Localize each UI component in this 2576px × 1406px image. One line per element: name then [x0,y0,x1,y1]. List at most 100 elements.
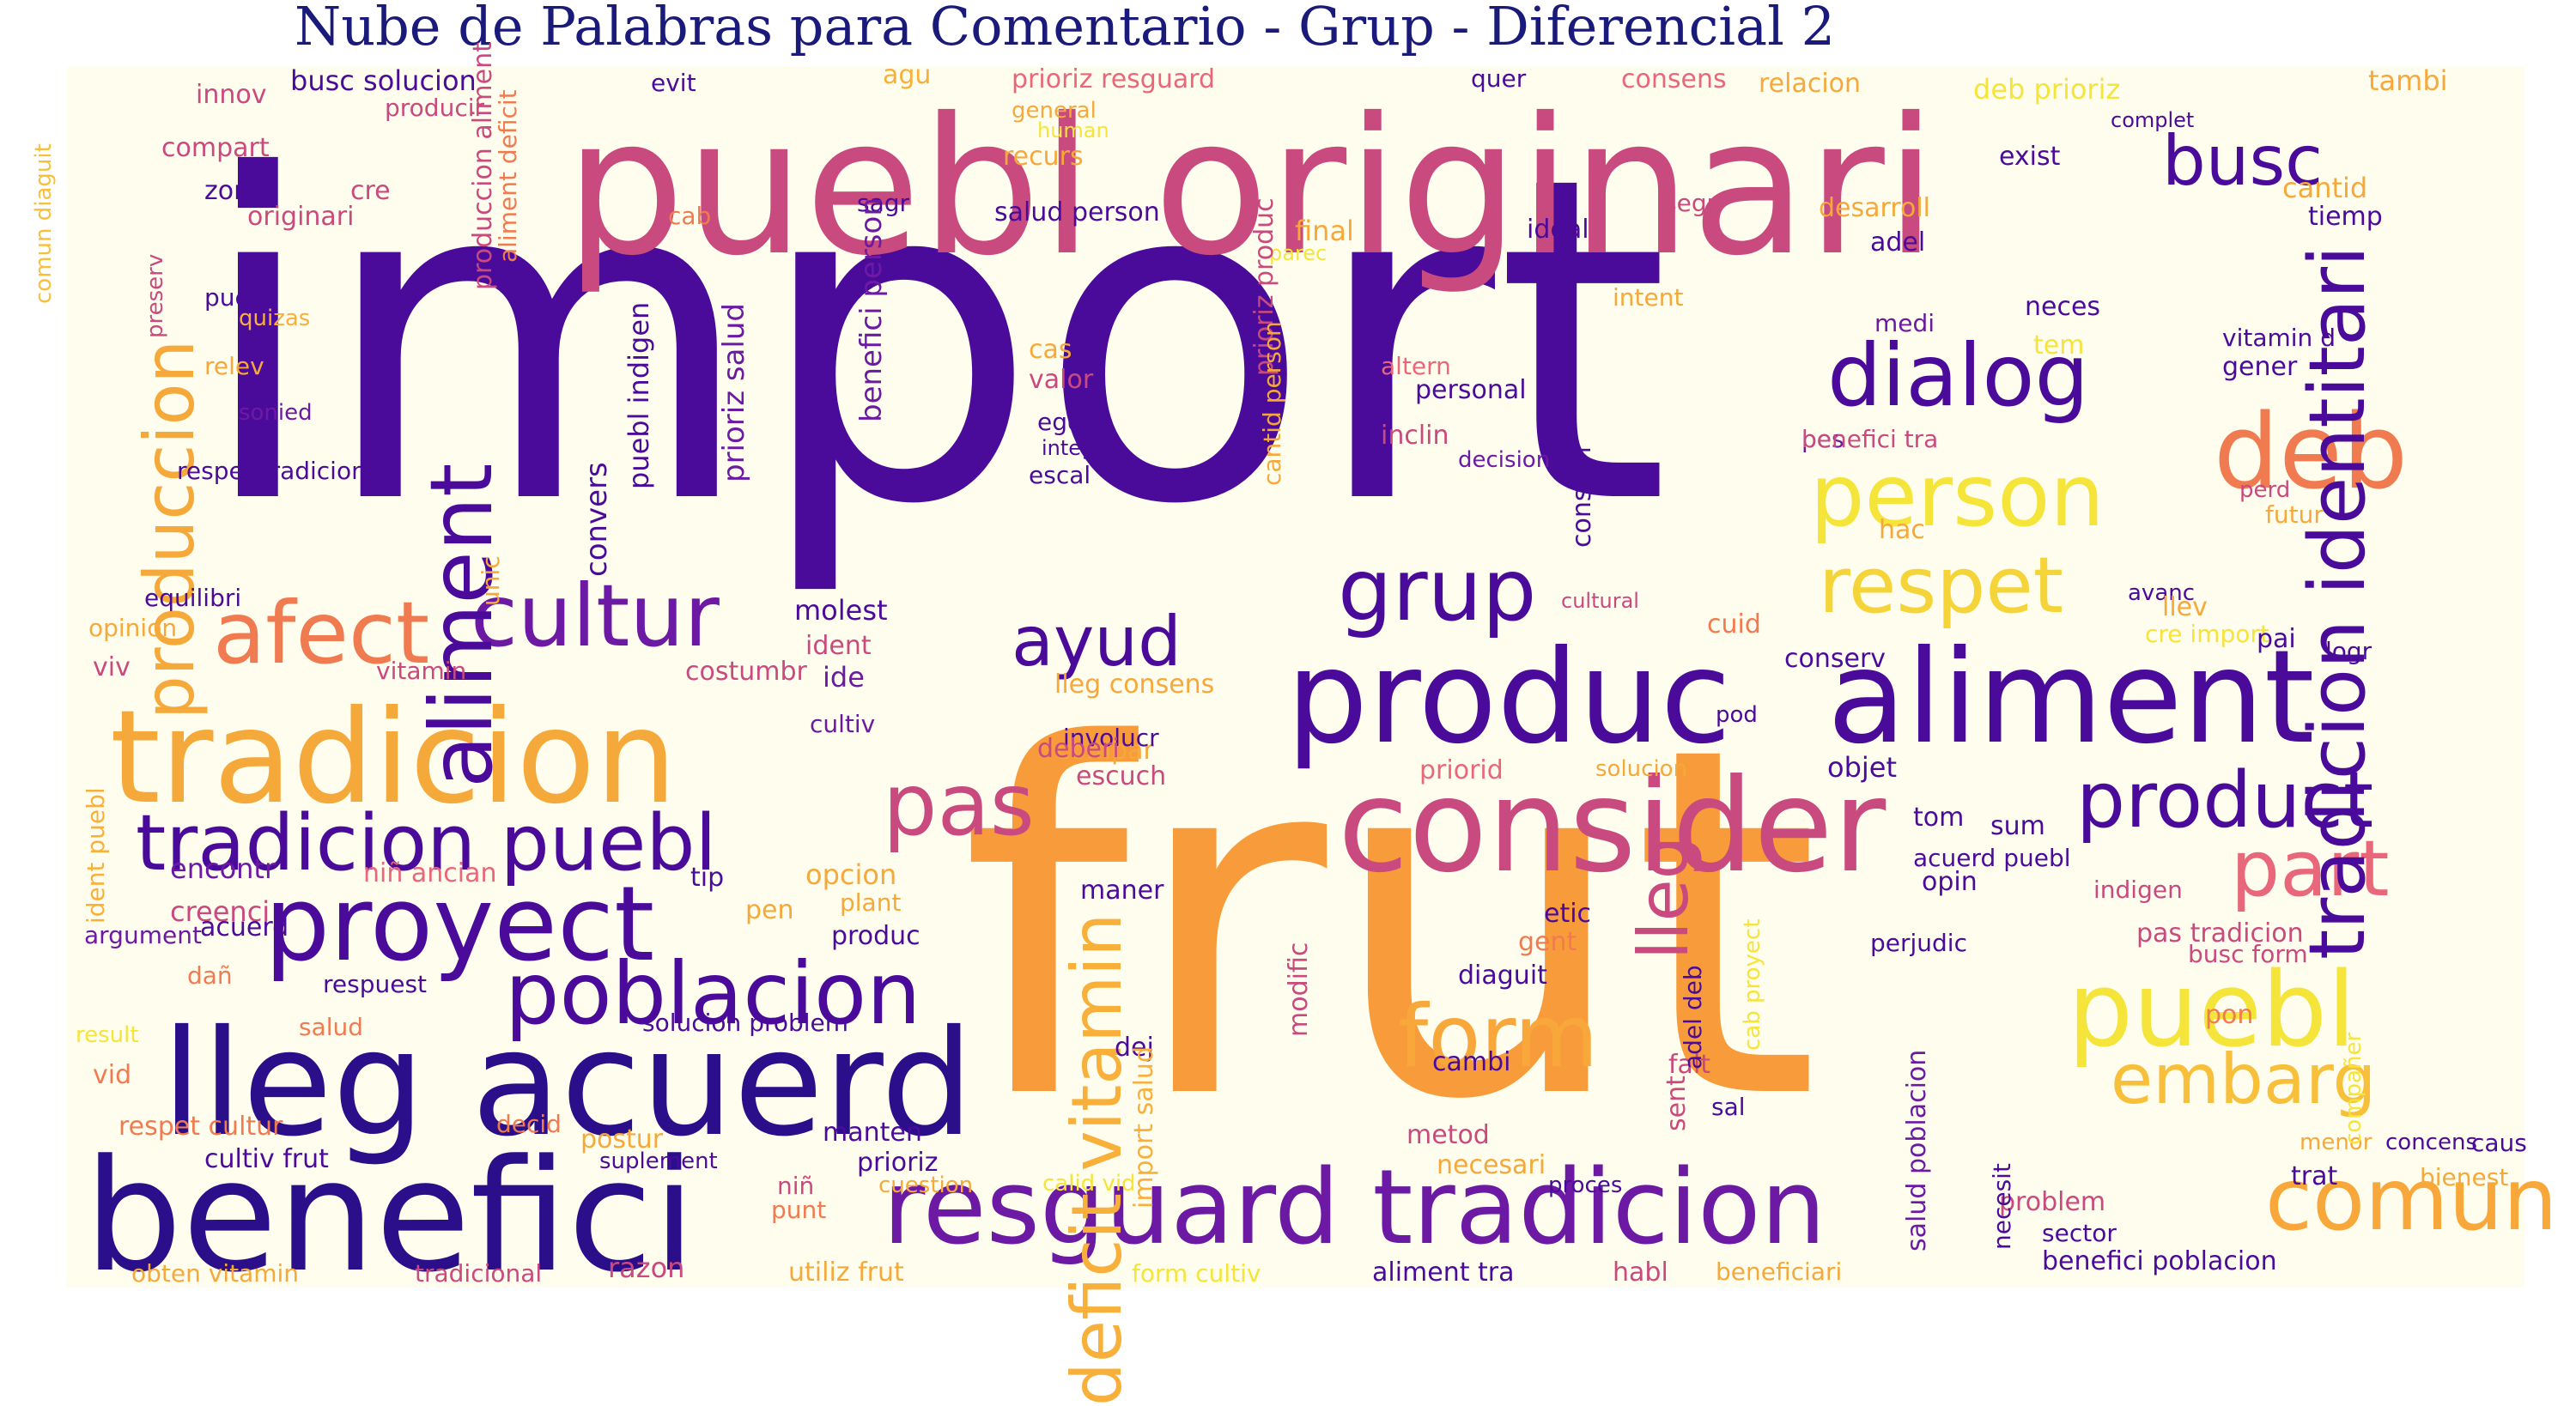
word-72: tem [2033,330,2085,361]
word-57: segu [1664,189,1722,217]
word-109: pod [1716,702,1758,728]
word-82: integr [1042,436,1103,460]
word-69: puest [204,283,272,312]
word-147: dej [1115,1033,1154,1063]
word-47: general [1012,98,1097,124]
word-161: cultiv frut [204,1144,329,1174]
word-101: logr [2325,637,2372,665]
word-107: lleg consens [1054,670,1215,700]
word-138: pas tradicion [2136,918,2304,948]
word-143: solucion problem [642,1009,849,1037]
word-122: encontr [170,852,276,885]
word-189: prioriz salud [717,302,751,482]
word-19: person [1810,445,2105,546]
word-121: acuerd puebl [1913,844,2071,872]
word-75: cas [1029,335,1072,365]
word-58: desarroll [1819,193,1931,223]
word-126: maner [1080,876,1164,906]
word-39: prioriz resguard [1012,64,1216,94]
word-158: concens [2385,1130,2477,1155]
word-28: comun [2265,1149,2558,1250]
word-49: complet [2111,108,2195,132]
word-178: aliment tra [1372,1258,1515,1288]
word-149: falt [1668,1050,1711,1080]
word-64: adel [1870,227,1926,258]
word-73: vitamin d [2222,324,2336,352]
word-34: lleg [1624,835,1704,960]
word-130: plant [840,888,902,917]
word-183: preserv [143,253,168,338]
word-106: ide [823,661,865,694]
word-175: razon [608,1251,685,1284]
word-139: busc form [2188,940,2308,968]
word-94: avanc [2128,580,2196,606]
word-116: solucion [1595,756,1688,782]
word-186: unic [477,555,505,606]
word-26: puebl [2068,951,2356,1070]
word-7: tradicion [110,683,677,833]
word-32: aliment [411,463,512,788]
word-123: niñ ancian [363,858,497,888]
word-180: beneficiari [1716,1258,1843,1286]
word-91: hac [1879,515,1925,545]
word-140: dañ [187,961,233,990]
chart-title: Nube de Palabras para Comentario - Grup … [294,0,1836,58]
word-144: pon [2205,1000,2254,1030]
word-173: obten vitamin [131,1259,300,1288]
word-93: cultural [1561,589,1639,613]
word-174: tradicional [415,1259,543,1288]
word-9: aliment [1827,623,2315,773]
word-102: viv [93,652,131,682]
word-8: produc [1286,623,1732,773]
word-86: pes [1801,425,1844,453]
word-11: proyect [264,865,655,985]
word-29: form [1398,986,1599,1087]
word-22: deb [2214,393,2409,512]
word-67: intent [1613,283,1684,312]
word-134: etic [1544,899,1592,929]
word-1: import [196,82,1670,602]
word-129: creenci [170,895,270,928]
word-198: cab proyect [1740,918,1765,1051]
word-2: frut [960,645,1820,1205]
word-41: consens [1621,64,1727,94]
word-77: altern [1381,352,1451,380]
word-60: tiemp [2308,202,2383,232]
word-176: utiliz frut [788,1258,904,1288]
word-124: tip [690,863,725,893]
word-153: decid [496,1110,562,1138]
word-85: decision [1458,447,1551,473]
word-104: vitamin [376,657,467,685]
word-114: deberi [1037,734,1120,764]
word-146: salud [299,1013,364,1041]
word-70: quizas [239,306,311,331]
word-42: relacion [1759,69,1862,99]
word-166: niñ [777,1172,815,1200]
word-76: valor [1029,365,1094,395]
word-43: deb prioriz [1973,73,2121,106]
word-21: dialog [1827,325,2089,426]
word-152: respet cultur [118,1112,283,1142]
word-170: problem [1999,1187,2106,1217]
word-74: relev [204,352,264,380]
word-200: necesit [1988,1163,2016,1250]
word-31: produccion [130,339,210,719]
word-52: originari [247,202,355,232]
word-167: cuestion [878,1173,974,1198]
word-89: perd [2239,477,2291,503]
word-56: salud person [994,197,1160,227]
word-12: tradicion puebl [136,798,717,888]
word-92: equilibri [144,584,242,612]
word-151: sal [1711,1093,1746,1121]
word-111: compar [1056,736,1154,766]
word-30: tradicion identitari [2293,245,2383,960]
word-95: llev [2162,592,2208,622]
word-18: grup [1338,540,1537,640]
word-14: cultur [471,566,720,666]
word-131: argument [84,921,202,949]
word-81: egoist [1037,408,1111,436]
word-45: compart [161,133,270,163]
word-127: opin [1922,867,1978,897]
word-20: respet [1819,541,2064,631]
word-87: benefici tra [1801,425,1939,453]
